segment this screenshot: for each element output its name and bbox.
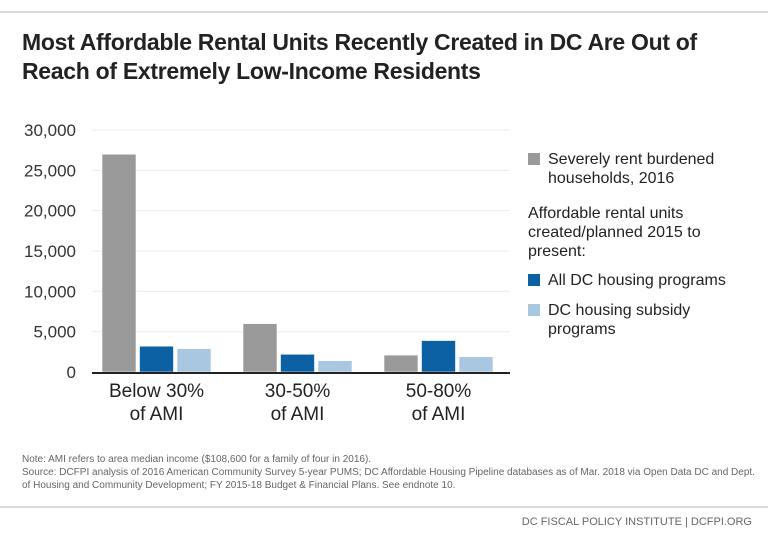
bar-chart: 0 5,000 10,000 15,000 20,000 25,000 30,000 Belo… bbox=[24, 121, 510, 425]
y-tick-label: 20,000 bbox=[24, 202, 76, 221]
legend-item-subsidy-programs: DC housing subsidy programs bbox=[528, 301, 726, 339]
y-tick-label: 25,000 bbox=[24, 161, 76, 180]
legend-heading: Affordable rental units created/planned 2… bbox=[528, 205, 701, 260]
x-category-label: 50-80% bbox=[406, 381, 472, 402]
legend-swatch bbox=[528, 153, 540, 165]
legend-label: All DC housing programs bbox=[548, 272, 726, 289]
source-text: Source: DCFPI analysis of 2016 American … bbox=[22, 467, 755, 491]
legend-item-all-dc-programs: All DC housing programs bbox=[528, 271, 726, 290]
footer: DC FISCAL POLICY INSTITUTE | DCFPI.ORG bbox=[521, 516, 752, 528]
bar bbox=[421, 340, 456, 373]
bar bbox=[317, 360, 353, 373]
bar bbox=[280, 353, 315, 373]
y-tick-label: 0 bbox=[67, 363, 76, 382]
y-tick-label: 15,000 bbox=[24, 242, 76, 261]
x-category-label: of AMI bbox=[130, 404, 184, 425]
chart-title: Most Affordable Rental Units Recently Cr… bbox=[22, 29, 697, 84]
notes: Note: AMI refers to area median income (… bbox=[22, 453, 762, 492]
y-tick-label: 10,000 bbox=[24, 282, 76, 301]
x-category-label: 30-50% bbox=[265, 381, 331, 402]
y-tick-label: 5,000 bbox=[33, 323, 76, 342]
top-rule bbox=[0, 11, 768, 13]
legend-label: Severely rent burdened households, 2016 bbox=[548, 151, 715, 187]
bar bbox=[176, 348, 212, 373]
note-text: Note: AMI refers to area median income (… bbox=[22, 454, 372, 465]
bottom-rule bbox=[0, 506, 768, 508]
bar bbox=[458, 356, 494, 373]
bar bbox=[242, 323, 278, 373]
legend-swatch bbox=[528, 304, 540, 316]
x-category-label: of AMI bbox=[271, 404, 325, 425]
y-tick-label: 30,000 bbox=[24, 121, 76, 140]
x-category-label: of AMI bbox=[412, 404, 466, 425]
legend: Severely rent burdened households, 2016 A… bbox=[528, 150, 726, 339]
legend-item-severely-rent-burdened: Severely rent burdened households, 2016 bbox=[528, 150, 726, 188]
legend-swatch bbox=[528, 274, 540, 286]
bar bbox=[383, 354, 419, 373]
bar bbox=[139, 345, 174, 373]
legend-label: DC housing subsidy programs bbox=[548, 302, 691, 338]
bar bbox=[101, 153, 137, 373]
x-category-label: Below 30% bbox=[109, 381, 204, 402]
